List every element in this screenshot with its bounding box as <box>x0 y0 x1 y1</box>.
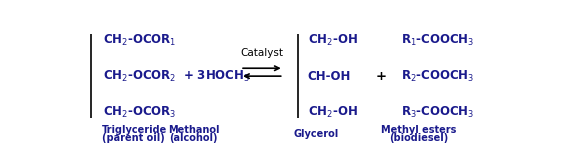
Text: CH$_2$-OCOR$_3$: CH$_2$-OCOR$_3$ <box>103 104 176 120</box>
Text: +: + <box>375 70 386 83</box>
Text: R$_1$-COOCH$_3$: R$_1$-COOCH$_3$ <box>401 33 475 48</box>
Text: CH$_2$-OCOR$_1$: CH$_2$-OCOR$_1$ <box>103 33 176 48</box>
Text: + 3HOCH$_3$: + 3HOCH$_3$ <box>183 69 251 84</box>
Text: Methyl esters: Methyl esters <box>381 125 456 135</box>
Text: Glycerol: Glycerol <box>294 129 339 139</box>
Text: CH$_2$-OCOR$_2$: CH$_2$-OCOR$_2$ <box>103 69 176 84</box>
Text: (parent oil): (parent oil) <box>102 133 164 143</box>
Text: CH$_2$-OH: CH$_2$-OH <box>307 104 357 120</box>
Text: Triglyceride: Triglyceride <box>102 125 167 135</box>
Text: CH-OH: CH-OH <box>307 70 351 83</box>
Text: (biodiesel): (biodiesel) <box>389 133 448 143</box>
Text: Catalyst: Catalyst <box>241 48 283 58</box>
Text: (alcohol): (alcohol) <box>169 133 217 143</box>
Text: CH$_2$-OH: CH$_2$-OH <box>307 33 357 48</box>
Text: R$_3$-COOCH$_3$: R$_3$-COOCH$_3$ <box>401 104 475 120</box>
Text: R$_2$-COOCH$_3$: R$_2$-COOCH$_3$ <box>401 69 475 84</box>
Text: Methanol: Methanol <box>168 125 219 135</box>
